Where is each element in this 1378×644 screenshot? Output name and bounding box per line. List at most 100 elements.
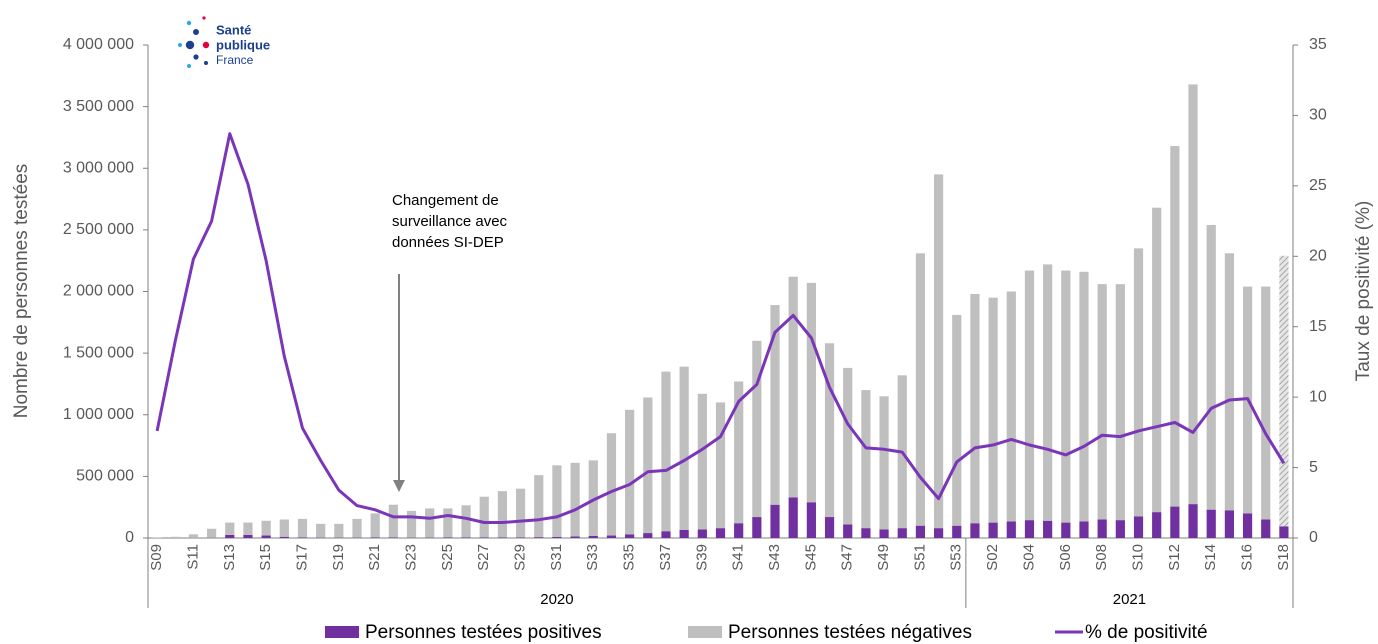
bar bbox=[1170, 506, 1180, 538]
bar bbox=[225, 522, 235, 535]
bar bbox=[443, 508, 453, 538]
bar bbox=[1133, 248, 1144, 517]
x-tick-label: S33 bbox=[584, 544, 601, 571]
y2-tick-label: 5 bbox=[1309, 459, 1318, 476]
bar bbox=[643, 533, 653, 538]
bar bbox=[1006, 521, 1016, 538]
bar bbox=[788, 497, 798, 538]
y-tick-label: 2 500 000 bbox=[63, 221, 134, 238]
x-tick-label: S02 bbox=[984, 544, 1001, 571]
bar bbox=[661, 531, 671, 538]
bar bbox=[297, 537, 308, 538]
bar bbox=[1279, 255, 1289, 527]
logo: Santé publique France bbox=[178, 16, 270, 68]
y2-tick-label: 25 bbox=[1309, 177, 1327, 194]
bar bbox=[752, 340, 762, 518]
x-tick-label: S09 bbox=[148, 544, 165, 571]
bar bbox=[625, 409, 635, 535]
bar bbox=[734, 523, 744, 538]
bar bbox=[806, 282, 816, 503]
x-tick-label: S10 bbox=[1129, 544, 1146, 571]
bar bbox=[625, 534, 635, 538]
bar bbox=[370, 513, 380, 538]
annotation-arrowhead bbox=[393, 480, 405, 492]
x-tick-label: S15 bbox=[257, 544, 274, 571]
bar bbox=[515, 488, 526, 538]
legend-label: Personnes testées positives bbox=[365, 622, 602, 643]
bar bbox=[770, 305, 780, 505]
bar bbox=[933, 174, 944, 529]
bar bbox=[243, 534, 253, 538]
bar bbox=[497, 491, 508, 538]
x-tick-label: S27 bbox=[475, 544, 492, 571]
y2-tick-label: 30 bbox=[1309, 107, 1327, 124]
x-tick-label: S11 bbox=[184, 544, 201, 570]
bar bbox=[352, 518, 362, 538]
x-tick-label: S04 bbox=[1020, 544, 1037, 571]
bar bbox=[1188, 84, 1198, 505]
bar bbox=[570, 462, 580, 537]
x-tick-label: S08 bbox=[1093, 544, 1110, 571]
bar bbox=[279, 519, 289, 537]
bar bbox=[715, 402, 726, 529]
bar bbox=[679, 366, 689, 530]
x-tick-label: S37 bbox=[657, 544, 674, 571]
bar bbox=[915, 525, 926, 538]
bar bbox=[970, 293, 980, 524]
annotation: données SI-DEP bbox=[392, 234, 504, 251]
bar bbox=[1188, 504, 1198, 538]
bar bbox=[1133, 516, 1144, 538]
bar bbox=[1079, 521, 1089, 538]
annotation: Changement de bbox=[392, 192, 499, 209]
x-tick-label: S23 bbox=[403, 544, 420, 571]
bar bbox=[406, 510, 417, 538]
bar bbox=[1079, 271, 1089, 522]
bar bbox=[534, 537, 544, 538]
bar bbox=[188, 534, 199, 538]
bar bbox=[1242, 513, 1253, 538]
x-tick-label: S53 bbox=[948, 544, 965, 571]
y-tick-label: 3 500 000 bbox=[63, 98, 134, 115]
logo-text: publique bbox=[216, 37, 270, 52]
bar bbox=[843, 367, 853, 525]
x-tick-label: S17 bbox=[293, 544, 310, 571]
bar bbox=[243, 522, 253, 535]
legend-label: % de positivité bbox=[1085, 622, 1208, 643]
bar bbox=[461, 505, 471, 538]
x-tick-label: S49 bbox=[875, 544, 892, 571]
bar bbox=[297, 518, 308, 538]
bar bbox=[1024, 270, 1035, 521]
legend-swatch bbox=[325, 626, 359, 638]
x-tick-label: S29 bbox=[512, 544, 529, 571]
x-group-label: 2021 bbox=[1113, 591, 1146, 608]
bar bbox=[170, 536, 180, 538]
bar bbox=[1097, 519, 1107, 538]
logo-text: France bbox=[216, 53, 254, 67]
bar bbox=[806, 502, 816, 538]
bar bbox=[661, 371, 671, 532]
bar bbox=[588, 460, 598, 536]
legend-swatch bbox=[688, 626, 722, 638]
bar bbox=[1224, 510, 1234, 538]
bar bbox=[588, 535, 598, 538]
bar bbox=[715, 528, 726, 538]
bar bbox=[952, 314, 962, 526]
x-tick-label: S21 bbox=[366, 544, 383, 571]
y-tick-label: 0 bbox=[125, 529, 134, 546]
bar bbox=[1224, 253, 1234, 511]
y-tick-label: 500 000 bbox=[76, 468, 134, 485]
bar bbox=[1115, 520, 1125, 538]
x-tick-label: S39 bbox=[693, 544, 710, 571]
bar bbox=[606, 535, 617, 538]
bar bbox=[952, 525, 962, 538]
bar bbox=[697, 529, 707, 538]
bar bbox=[933, 528, 944, 538]
x-tick-label: S31 bbox=[548, 544, 565, 571]
x-tick-label: S16 bbox=[1239, 544, 1256, 571]
annotation: surveillance avec bbox=[392, 213, 508, 230]
y-axis-title: Nombre de personnes testées bbox=[11, 164, 32, 419]
bar bbox=[1206, 509, 1216, 538]
bar bbox=[679, 529, 689, 538]
y2-tick-label: 10 bbox=[1309, 388, 1327, 405]
